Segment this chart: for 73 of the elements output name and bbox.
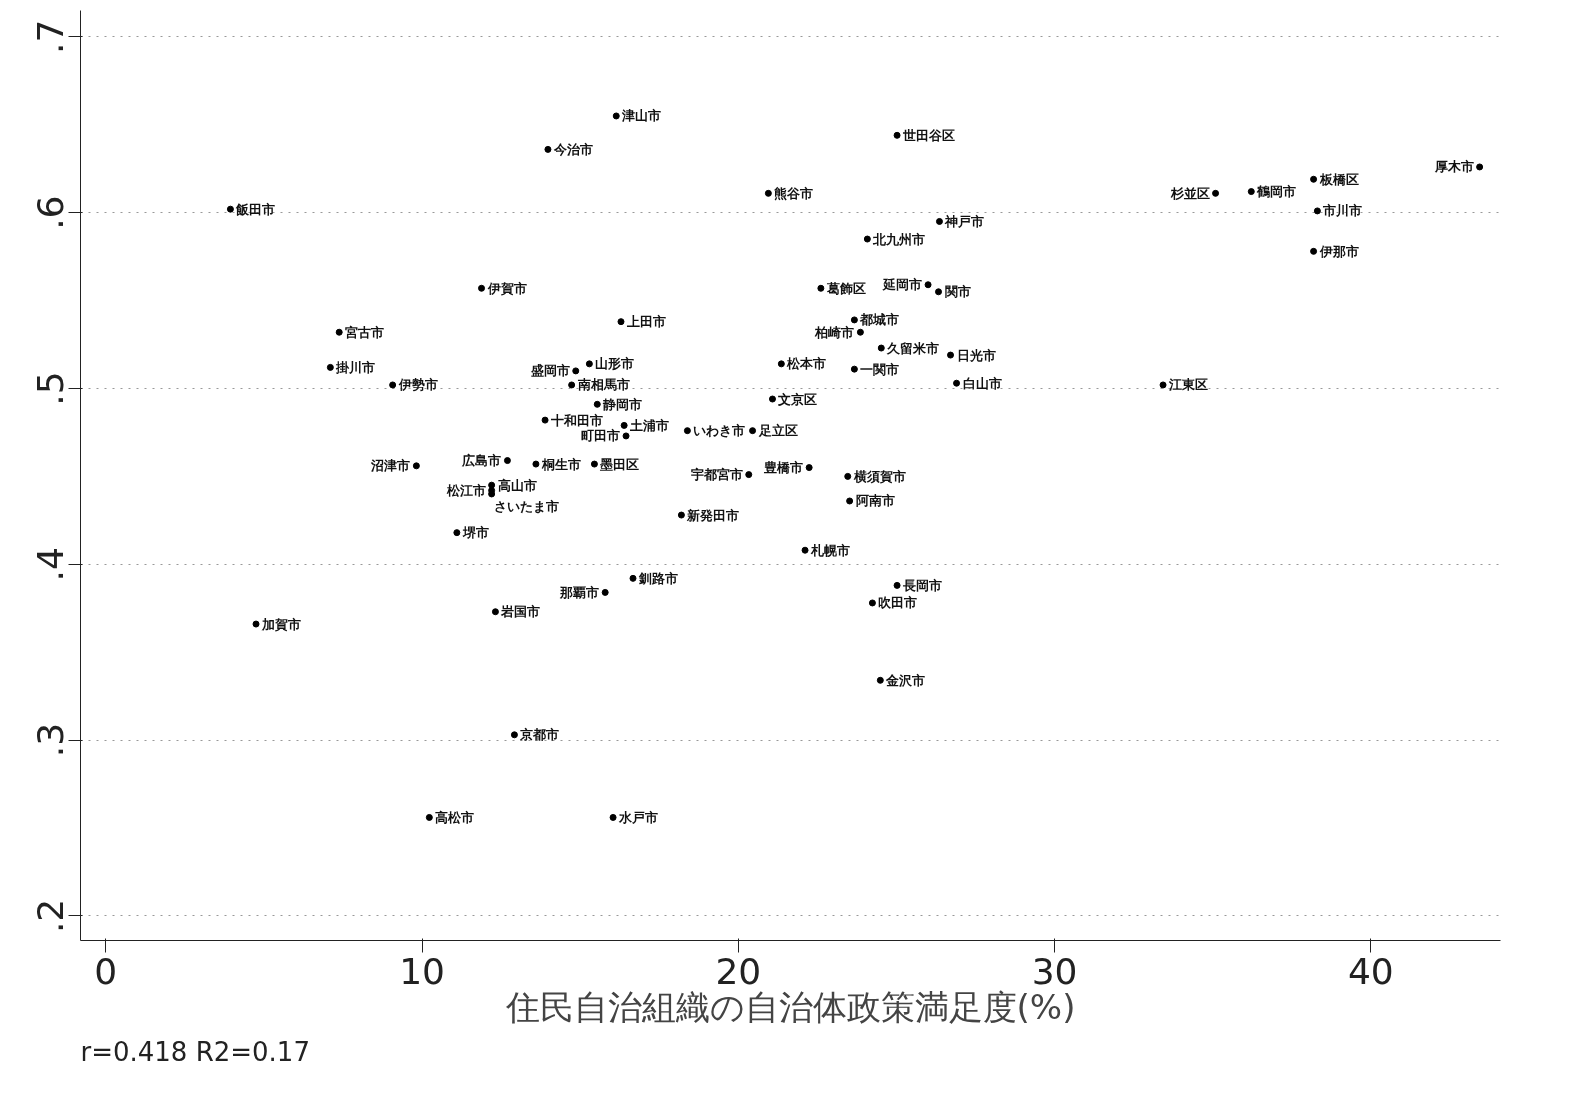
y-tick-label: .7: [30, 19, 72, 55]
annotation: 南相馬市: [576, 377, 630, 393]
annotation: 都城市: [859, 312, 900, 328]
annotation: 豊橋市: [763, 460, 804, 476]
annotation: 日光市: [956, 347, 996, 363]
annotation: 柏崎市: [814, 324, 855, 340]
annotation: 金沢市: [885, 672, 926, 688]
annotation: 札幌市: [810, 542, 851, 558]
annotation: 新発田市: [686, 507, 740, 523]
x-tick-label: 10: [399, 950, 445, 992]
annotation: 山形市: [595, 356, 635, 372]
annotation: 文京区: [777, 391, 818, 407]
annotation: 津山市: [621, 108, 662, 124]
x-tick-label: 40: [1347, 950, 1394, 992]
annotation: 上田市: [625, 314, 666, 330]
annotation: 吹田市: [878, 595, 918, 611]
annotation: さいたま市: [493, 498, 559, 514]
annotation: 那覇市: [559, 584, 600, 600]
annotation: 宇都宮市: [690, 467, 743, 483]
annotation: 松本市: [786, 356, 827, 372]
annotation: 市川市: [1322, 203, 1363, 219]
annotation: 延岡市: [882, 277, 923, 293]
annotation: 町田市: [581, 428, 621, 444]
y-tick-label: .5: [30, 371, 72, 406]
annotation: 白山市: [962, 375, 1002, 391]
annotation: 長岡市: [902, 577, 943, 593]
annotation: 盛岡市: [529, 363, 570, 379]
annotation: 葛飾区: [825, 280, 866, 296]
annotation: 飯田市: [235, 201, 276, 217]
y-tick-label: .4: [30, 547, 72, 582]
annotation: 阿南市: [855, 493, 895, 509]
annotation: 宮古市: [345, 324, 385, 340]
annotation: 土浦市: [629, 417, 670, 433]
annotation: 江東区: [1168, 377, 1209, 393]
annotation: 伊賀市: [486, 280, 527, 296]
y-tick-label: .2: [30, 898, 72, 934]
annotation: 鶴岡市: [1256, 184, 1297, 200]
annotation: 静岡市: [602, 396, 643, 412]
annotation: 掛川市: [335, 359, 376, 375]
annotation: 高松市: [435, 809, 475, 825]
annotation: いわき市: [693, 423, 746, 439]
annotation: 神戸市: [944, 213, 985, 229]
annotation: 広島市: [461, 453, 502, 469]
annotation: 釧路市: [638, 570, 678, 586]
annotation: 堺市: [461, 525, 489, 541]
annotation: 今治市: [552, 141, 593, 157]
annotation: 松江市: [445, 482, 486, 498]
y-tick-label: .3: [30, 722, 72, 758]
annotation: 伊勢市: [397, 377, 438, 393]
y-tick-label: .6: [30, 195, 72, 230]
annotation: 桐生市: [540, 456, 581, 472]
annotation: 加賀市: [261, 616, 302, 632]
annotation: 厚木市: [1433, 159, 1474, 175]
annotation: 沼津市: [370, 458, 411, 474]
annotation: 墨田区: [599, 456, 640, 472]
annotation: 熊谷市: [774, 185, 814, 201]
annotation: 久留米市: [886, 340, 940, 356]
annotation: 高山市: [497, 477, 537, 493]
annotation: 一関市: [860, 361, 900, 377]
x-tick-label: 0: [94, 950, 118, 992]
annotation: 十和田市: [550, 412, 604, 428]
annotation: 世田谷区: [902, 127, 956, 143]
annotation: 関市: [944, 284, 971, 300]
annotation: 水戸市: [618, 809, 659, 825]
annotation: 板橋区: [1318, 171, 1359, 187]
annotation: 京都市: [519, 727, 560, 743]
annotation: 岩国市: [500, 604, 541, 620]
annotation: 伊那市: [1318, 243, 1359, 259]
annotation: 足立区: [757, 423, 798, 439]
annotation: 北九州市: [872, 231, 926, 247]
annotation: 杉並区: [1169, 185, 1210, 201]
text: r=0.418 R2=0.17: [80, 1036, 310, 1067]
annotation: 横須賀市: [852, 468, 906, 484]
